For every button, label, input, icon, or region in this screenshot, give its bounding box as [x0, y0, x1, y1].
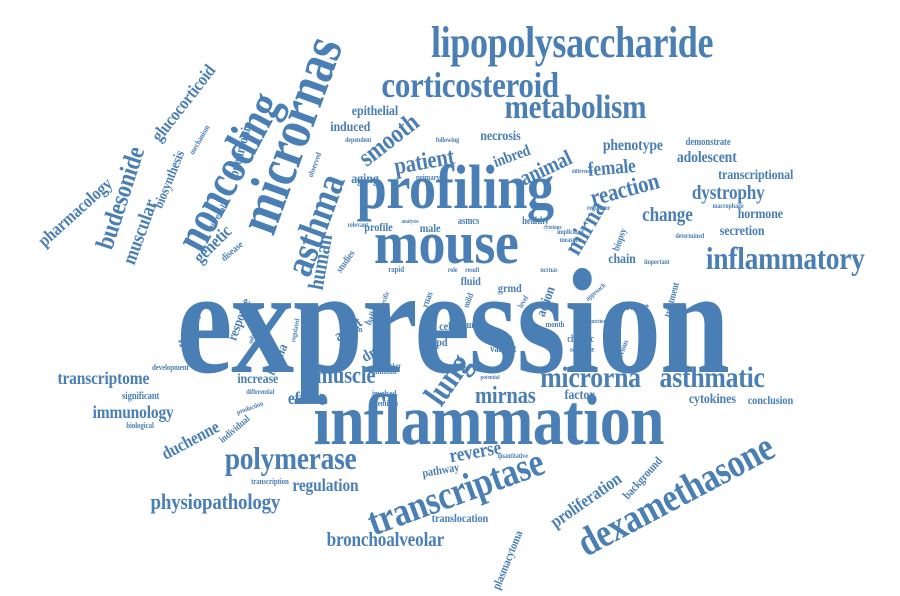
word-aging: aging	[351, 172, 379, 187]
word-effect: effect	[287, 388, 323, 408]
word-adolescent: adolescent	[676, 149, 737, 166]
word-transcriptional: transcriptional	[717, 168, 793, 183]
word-immunology: immunology	[92, 402, 174, 422]
word-demonstrate: demonstrate	[685, 137, 731, 148]
word-development: development	[151, 363, 189, 372]
word-bronchoalveolar: bronchoalveolar	[326, 529, 444, 551]
word-hormone: hormone	[737, 207, 783, 222]
word-polymerase: polymerase	[224, 440, 356, 476]
word-physiopathology: physiopathology	[150, 489, 280, 514]
word-involved: involved	[371, 389, 397, 398]
word-mouse: mouse	[374, 210, 519, 276]
word-function: function	[587, 319, 606, 325]
word-translocation: translocation	[431, 511, 489, 525]
word-asmcs: asmcs	[457, 216, 479, 227]
word-increase: increase	[237, 372, 279, 387]
word-plasmacytoma: plasmacytoma	[488, 528, 525, 592]
word-chain: chain	[608, 252, 636, 267]
word-determined: determined	[675, 231, 705, 240]
word-ncrnas: ncrnas	[540, 265, 558, 274]
word-induced: induced	[330, 120, 371, 135]
word-fluid: fluid	[460, 274, 481, 288]
word-profile: profile	[363, 220, 393, 234]
word-healthy: healthy	[521, 216, 549, 227]
word-transcription: transcription	[251, 477, 289, 486]
word-sensitive: sensitive	[569, 345, 595, 354]
word-cytokine: cytokine	[542, 225, 562, 231]
word-biological: biological	[126, 421, 154, 430]
word-profiling: profiling	[356, 154, 554, 222]
word-difference: difference	[571, 169, 593, 175]
word-tumor: tumor	[463, 320, 487, 331]
word-secretion: secretion	[719, 224, 765, 239]
word-significant: significant	[121, 391, 159, 402]
word-measure: measure	[559, 235, 581, 244]
word-asthmatic: asthmatic	[659, 361, 765, 394]
word-change: change	[641, 204, 693, 226]
word-potential: potential	[480, 375, 500, 381]
word-chronic: chronic	[566, 334, 594, 345]
word-necrosis: necrosis	[479, 129, 521, 144]
word-important: important	[644, 257, 670, 266]
word-grmd: grmd	[497, 281, 522, 295]
word-identifies: identifies	[372, 399, 399, 408]
word-lipopolysaccharide: lipopolysaccharide	[430, 18, 714, 67]
word-primary: primary	[415, 173, 440, 182]
word-quantitative: quantitative	[496, 451, 528, 460]
word-analysis: analysis	[401, 219, 419, 225]
word-duchenne: duchenne	[157, 416, 223, 464]
word-phenotype: phenotype	[602, 137, 663, 154]
word-immune: immune	[373, 367, 398, 376]
word-rapid: rapid	[388, 265, 405, 274]
word-dystrophy: dystrophy	[691, 182, 765, 204]
word-conclusion: conclusion	[747, 393, 793, 407]
word-severe: severe	[484, 330, 512, 344]
word-protein: protein	[341, 325, 363, 334]
word-variant: variant	[490, 344, 517, 355]
word-implicated: implicated	[556, 227, 584, 236]
word-inflammation: inflammation	[313, 380, 664, 460]
word-dependent: dependent	[344, 135, 371, 144]
word-month: month	[545, 320, 565, 329]
word-epithelial: epithelial	[351, 104, 399, 119]
word-lavage: lavage	[621, 299, 649, 313]
word-mirnas: mirnas	[474, 383, 536, 409]
word-inflammatory: inflammatory	[705, 240, 865, 276]
word-microrna: microrna	[539, 361, 641, 394]
word-role: role	[447, 265, 457, 274]
word-factor: factor	[563, 388, 594, 403]
word-macrophage: macrophage	[712, 201, 744, 210]
word-copd: copd	[426, 335, 448, 349]
word-expression: expression	[176, 239, 729, 405]
word-corticosteroid: corticosteroid	[381, 65, 559, 105]
word-relevant: relevant	[347, 220, 369, 229]
word-cell: cell	[438, 319, 454, 333]
word-regulator: regulator	[586, 203, 610, 212]
word-cytokines: cytokines	[688, 392, 736, 407]
word-regulation: regulation	[291, 475, 358, 495]
word-male: male	[419, 221, 441, 235]
word-differential: differential	[246, 387, 275, 396]
word-muscle: muscle	[315, 363, 375, 389]
word-metabolism: metabolism	[504, 89, 646, 126]
word-following: following	[435, 135, 459, 144]
word-result: result	[464, 265, 479, 274]
word-transcriptome: transcriptome	[56, 368, 149, 388]
word-smoker: smoker	[382, 361, 402, 370]
